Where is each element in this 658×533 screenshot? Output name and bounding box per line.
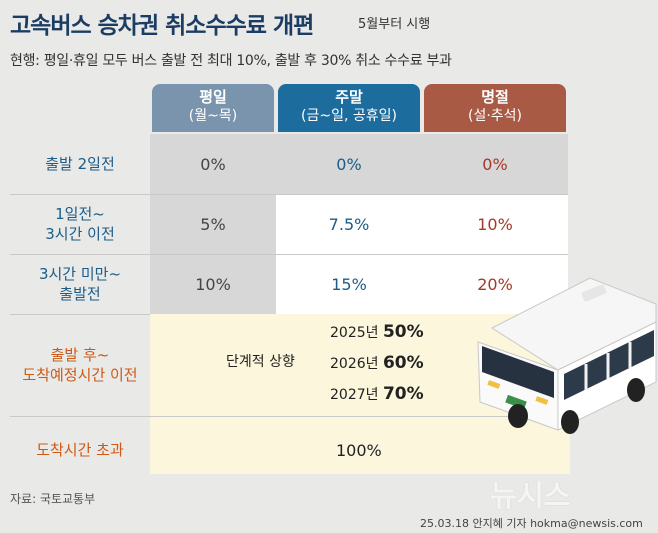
row-label-after-arrival: 도착시간 초과 bbox=[10, 440, 150, 460]
infographic-title: 고속버스 승차권 취소수수료 개편 bbox=[10, 13, 314, 39]
current-policy-note: 현행: 평일·휴일 모두 버스 출발 전 최대 10%, 출발 후 30% 취소… bbox=[10, 53, 452, 69]
row-divider bbox=[10, 254, 568, 255]
phase-2027: 2027년 70% bbox=[330, 384, 424, 404]
column-header-weekend: 주말 (금~일, 공휴일) bbox=[278, 84, 420, 132]
cell-weekend: 7.5% bbox=[276, 195, 422, 254]
cell-holiday: 0% bbox=[422, 134, 568, 194]
column-name: 평일 bbox=[199, 88, 227, 106]
column-sub: (금~일, 공휴일) bbox=[301, 108, 397, 124]
column-name: 명절 bbox=[481, 88, 509, 106]
column-name: 주말 bbox=[335, 88, 363, 106]
phase-2025: 2025년 50% bbox=[330, 322, 424, 342]
cell-weekend: 15% bbox=[276, 255, 422, 314]
row-label-text: 도착시간 초과 bbox=[36, 441, 124, 459]
cell-weekend: 0% bbox=[276, 134, 422, 194]
row-label-1day: 1일전~ 3시간 이전 bbox=[10, 204, 150, 244]
row-label-text: 3시간 이전 bbox=[45, 225, 115, 243]
row-label-text: 도착예정시간 이전 bbox=[22, 366, 138, 384]
cell-holiday: 10% bbox=[422, 195, 568, 254]
phase-year: 2026년 bbox=[330, 356, 379, 372]
row-label-3hours: 3시간 미만~ 출발전 bbox=[10, 264, 150, 304]
phase-year: 2027년 bbox=[330, 387, 379, 403]
phase-rate: 60% bbox=[382, 353, 424, 373]
row-label-2days: 출발 2일전 bbox=[10, 154, 150, 174]
newsis-logo: 뉴시스 bbox=[490, 479, 571, 514]
row-label-text: 출발전 bbox=[59, 285, 101, 303]
phase-rate: 50% bbox=[382, 322, 424, 342]
after-arrival-rate: 100% bbox=[336, 441, 382, 460]
column-sub: (월~목) bbox=[188, 108, 238, 124]
cell-weekday: 0% bbox=[150, 134, 276, 194]
phased-increase-label: 단계적 상향 bbox=[226, 354, 295, 370]
bus-illustration bbox=[477, 277, 657, 434]
row-label-text: 출발 후~ bbox=[50, 346, 110, 364]
column-sub: (설·추석) bbox=[467, 108, 522, 124]
credit-line: 25.03.18 안지혜 기자 hokma@newsis.com bbox=[420, 517, 643, 530]
row-label-text: 출발 2일전 bbox=[45, 155, 115, 173]
effective-date: 5월부터 시행 bbox=[358, 17, 431, 32]
column-header-holiday: 명절 (설·추석) bbox=[424, 84, 566, 132]
row-divider bbox=[10, 194, 568, 195]
row-label-after-departure: 출발 후~ 도착예정시간 이전 bbox=[10, 345, 150, 385]
row-label-text: 1일전~ bbox=[55, 205, 105, 223]
row-divider bbox=[10, 416, 568, 417]
phase-2026: 2026년 60% bbox=[330, 353, 424, 373]
phase-year: 2025년 bbox=[330, 325, 379, 341]
phase-rate: 70% bbox=[382, 384, 424, 404]
column-header-weekday: 평일 (월~목) bbox=[152, 84, 274, 132]
source-note: 자료: 국토교통부 bbox=[10, 492, 96, 506]
row-label-text: 3시간 미만~ bbox=[38, 265, 122, 283]
cell-weekday: 10% bbox=[150, 255, 276, 314]
cell-weekday: 5% bbox=[150, 195, 276, 254]
